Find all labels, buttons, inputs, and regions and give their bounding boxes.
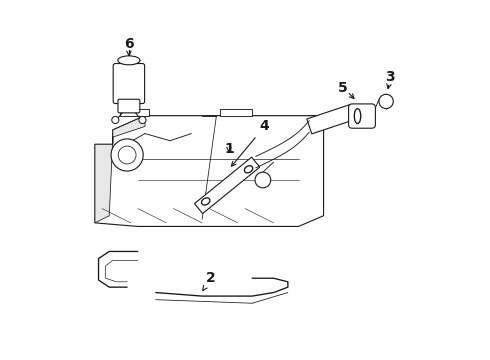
Polygon shape [195,157,260,213]
FancyBboxPatch shape [118,99,140,113]
Circle shape [255,172,270,188]
Polygon shape [120,109,148,116]
Ellipse shape [118,56,140,65]
Text: 5: 5 [339,81,348,95]
Circle shape [139,116,146,123]
Polygon shape [95,116,145,223]
Polygon shape [95,116,323,226]
Polygon shape [220,109,252,116]
Text: 6: 6 [124,37,134,55]
Text: 4: 4 [231,120,270,166]
Text: 1: 1 [224,141,234,156]
Circle shape [379,94,393,109]
Text: 2: 2 [203,271,216,291]
Circle shape [111,139,143,171]
Polygon shape [307,105,355,134]
Circle shape [112,116,119,123]
FancyBboxPatch shape [113,64,145,104]
Text: 3: 3 [385,70,395,84]
FancyBboxPatch shape [348,104,375,128]
Polygon shape [113,116,323,144]
